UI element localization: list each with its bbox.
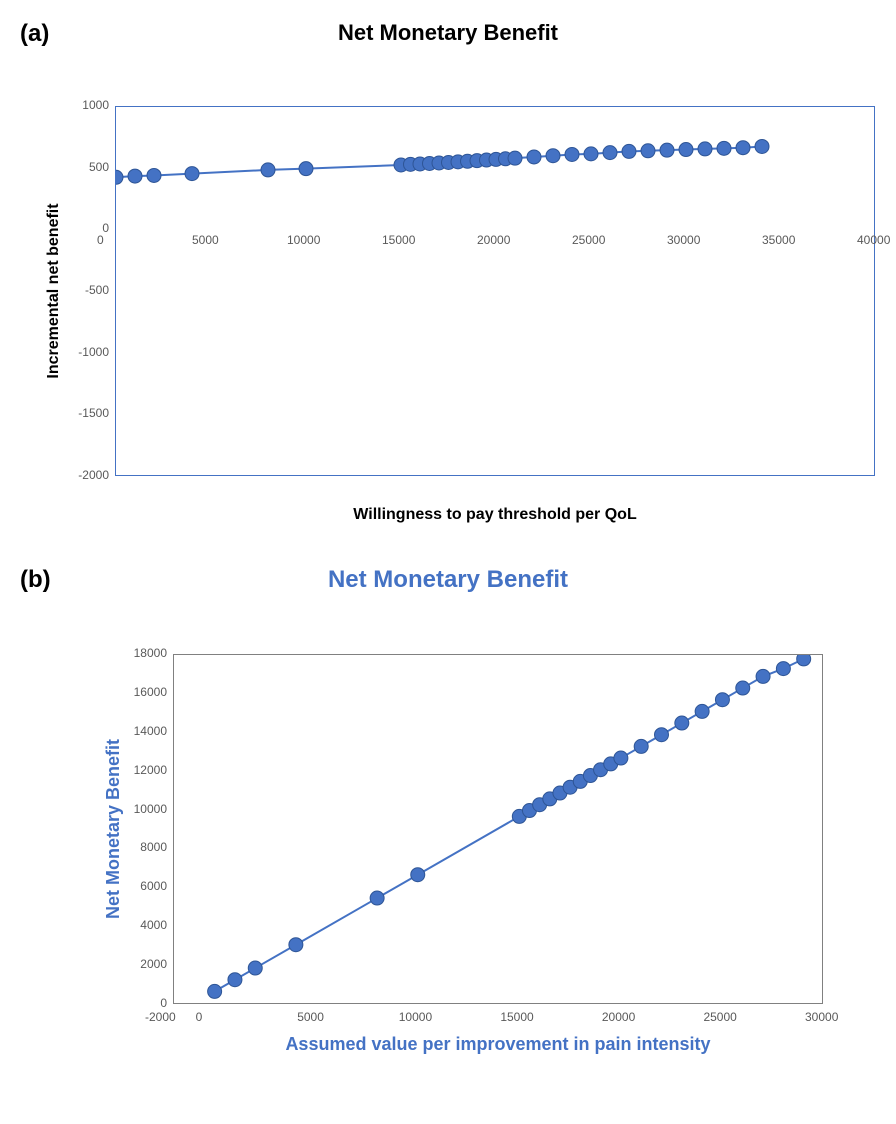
ytick-label: 500: [89, 160, 109, 174]
panel-a-label: (a): [20, 20, 49, 48]
data-marker: [797, 655, 811, 666]
data-marker: [641, 144, 655, 158]
data-marker: [614, 751, 628, 765]
ytick-label: 0: [160, 996, 167, 1010]
ytick-label: -1000: [78, 345, 109, 359]
xtick-label: 15000: [500, 1010, 533, 1024]
data-marker: [603, 146, 617, 160]
ytick-label: 18000: [134, 646, 167, 660]
data-marker: [736, 681, 750, 695]
panel-b-label: (b): [20, 566, 51, 594]
xtick-label: 20000: [477, 233, 510, 247]
data-marker: [261, 163, 275, 177]
data-marker: [527, 150, 541, 164]
data-marker: [128, 169, 142, 183]
data-marker: [185, 167, 199, 181]
data-marker: [248, 961, 262, 975]
data-marker: [675, 716, 689, 730]
xtick-label: 30000: [805, 1010, 838, 1024]
data-marker: [634, 739, 648, 753]
chart-b-plot-area: [173, 654, 823, 1004]
data-marker: [715, 693, 729, 707]
ytick-label: 2000: [140, 957, 167, 971]
chart-a-title: Net Monetary Benefit: [20, 20, 876, 46]
ytick-label: 12000: [134, 763, 167, 777]
data-marker: [622, 144, 636, 158]
xtick-label: 40000: [857, 233, 890, 247]
ytick-label: 16000: [134, 685, 167, 699]
xtick-label: 30000: [667, 233, 700, 247]
data-marker: [228, 973, 242, 987]
chart-a-ylabel: Incremental net benefit: [45, 106, 63, 476]
data-marker: [584, 147, 598, 161]
chart-b-svg: [174, 655, 824, 1005]
data-marker: [776, 662, 790, 676]
chart-b-wrap: Net Monetary Benefit Assumed value per i…: [38, 604, 858, 1074]
chart-b-title: Net Monetary Benefit: [20, 566, 876, 594]
data-marker: [508, 151, 522, 165]
xtick-label: 15000: [382, 233, 415, 247]
chart-a-svg: [116, 107, 876, 477]
data-marker: [565, 147, 579, 161]
chart-a-xlabel: Willingness to pay threshold per QoL: [115, 506, 875, 524]
chart-b-ylabel: Net Monetary Benefit: [103, 654, 124, 1004]
ytick-label: -500: [85, 283, 109, 297]
ytick-label: 8000: [140, 840, 167, 854]
data-marker: [546, 149, 560, 163]
data-marker: [756, 669, 770, 683]
data-marker: [289, 938, 303, 952]
ytick-label: 10000: [134, 802, 167, 816]
chart-a-plot-area: [115, 106, 875, 476]
data-marker: [695, 704, 709, 718]
panel-b: (b) Net Monetary Benefit Net Monetary Be…: [20, 566, 876, 1074]
data-marker: [679, 143, 693, 157]
data-marker: [717, 141, 731, 155]
data-line: [215, 659, 804, 992]
xtick-label: 0: [97, 233, 104, 247]
data-marker: [736, 141, 750, 155]
data-marker: [116, 170, 123, 184]
xtick-label: 35000: [762, 233, 795, 247]
data-marker: [370, 891, 384, 905]
data-marker: [755, 139, 769, 153]
ytick-label: 1000: [82, 98, 109, 112]
data-marker: [698, 142, 712, 156]
xtick-label: 10000: [287, 233, 320, 247]
xtick-label: 0: [196, 1010, 203, 1024]
xtick-label: 5000: [297, 1010, 324, 1024]
xtick-label: 25000: [572, 233, 605, 247]
data-marker: [208, 984, 222, 998]
xtick-label: 10000: [399, 1010, 432, 1024]
chart-b-xlabel: Assumed value per improvement in pain in…: [173, 1034, 823, 1055]
data-marker: [655, 728, 669, 742]
ytick-label: 6000: [140, 879, 167, 893]
data-marker: [411, 868, 425, 882]
data-marker: [147, 168, 161, 182]
xtick-label: 25000: [703, 1010, 736, 1024]
xtick-label: 5000: [192, 233, 219, 247]
panel-a: (a) Net Monetary Benefit Incremental net…: [20, 20, 876, 536]
chart-a-wrap: Incremental net benefit Willingness to p…: [20, 56, 890, 536]
ytick-label: 14000: [134, 724, 167, 738]
xtick-label: -2000: [145, 1010, 176, 1024]
ytick-label: -2000: [78, 468, 109, 482]
data-marker: [299, 162, 313, 176]
ytick-label: 4000: [140, 918, 167, 932]
data-marker: [660, 143, 674, 157]
ytick-label: -1500: [78, 406, 109, 420]
xtick-label: 20000: [602, 1010, 635, 1024]
